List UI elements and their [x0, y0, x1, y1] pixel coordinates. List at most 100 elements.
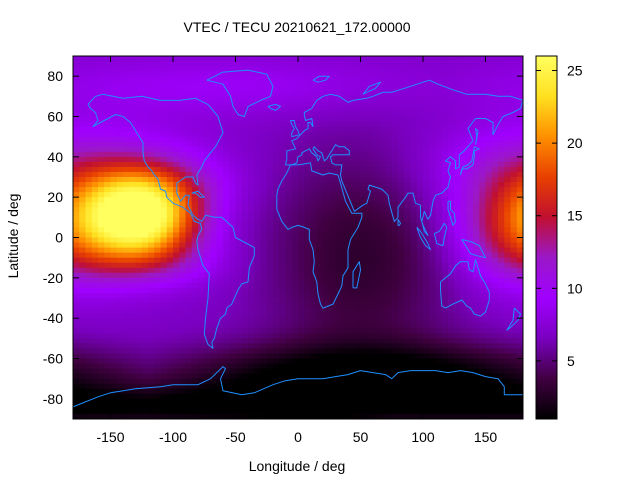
heatmap-cell	[85, 232, 93, 238]
heatmap-cell	[416, 71, 424, 77]
heatmap-cell	[379, 171, 386, 178]
heatmap-cell	[498, 292, 505, 299]
heatmap-cell	[229, 207, 236, 213]
heatmap-cell	[291, 116, 299, 123]
heatmap-cell	[316, 121, 324, 128]
heatmap-cell	[435, 262, 443, 269]
heatmap-cell	[304, 338, 311, 344]
heatmap-cell	[304, 323, 311, 329]
heatmap-cell	[116, 277, 124, 284]
heatmap-cell	[229, 272, 236, 279]
heatmap-cell	[248, 227, 255, 233]
heatmap-cell	[216, 171, 224, 178]
heatmap-cell	[179, 166, 186, 173]
heatmap-cell	[335, 358, 343, 365]
heatmap-cell	[404, 86, 411, 92]
heatmap-cell	[279, 333, 286, 339]
heatmap-cell	[485, 66, 493, 72]
heatmap-cell	[85, 403, 93, 410]
heatmap-cell	[135, 358, 143, 365]
heatmap-cell	[110, 197, 118, 203]
heatmap-cell	[198, 161, 205, 168]
heatmap-cell	[391, 146, 399, 153]
heatmap-cell	[241, 171, 249, 178]
heatmap-cell	[216, 403, 224, 410]
heatmap-cell	[291, 358, 299, 365]
heatmap-cell	[285, 146, 293, 153]
heatmap-cell	[354, 81, 361, 87]
heatmap-cell	[241, 227, 249, 233]
heatmap-cell	[498, 156, 505, 163]
heatmap-cell	[285, 343, 293, 349]
heatmap-cell	[460, 232, 468, 238]
heatmap-cell	[216, 343, 224, 349]
heatmap-cell	[423, 207, 430, 213]
heatmap-cell	[254, 66, 261, 72]
heatmap-cell	[129, 303, 136, 309]
heatmap-cell	[104, 177, 111, 183]
heatmap-cell	[79, 388, 86, 395]
heatmap-cell	[260, 171, 268, 178]
heatmap-cell	[166, 192, 174, 198]
heatmap-cell	[273, 247, 280, 254]
heatmap-cell	[354, 202, 361, 208]
heatmap-cell	[460, 222, 468, 228]
heatmap-cell	[435, 187, 443, 193]
heatmap-cell	[260, 91, 268, 97]
heatmap-cell	[348, 156, 355, 163]
heatmap-cell	[391, 363, 399, 370]
heatmap-cell	[441, 101, 449, 107]
heatmap-cell	[185, 86, 193, 92]
heatmap-cell	[360, 388, 368, 395]
heatmap-cell	[91, 303, 99, 309]
heatmap-cell	[398, 277, 405, 284]
heatmap-cell	[304, 257, 311, 264]
heatmap-cell	[154, 393, 161, 400]
heatmap-cell	[241, 318, 249, 324]
heatmap-cell	[241, 116, 249, 123]
heatmap-cell	[391, 247, 399, 254]
heatmap-cell	[291, 131, 299, 138]
heatmap-cell	[291, 187, 299, 193]
heatmap-cell	[241, 292, 249, 299]
heatmap-cell	[116, 177, 124, 183]
heatmap-cell	[179, 368, 186, 375]
heatmap-cell	[260, 247, 268, 254]
heatmap-cell	[391, 166, 399, 173]
heatmap-cell	[385, 222, 393, 228]
heatmap-cell	[354, 227, 361, 233]
heatmap-cell	[473, 171, 480, 178]
heatmap-cell	[460, 106, 468, 112]
heatmap-cell	[98, 318, 105, 324]
heatmap-cell	[273, 96, 280, 102]
heatmap-cell	[148, 161, 155, 168]
heatmap-cell	[466, 106, 474, 112]
heatmap-cell	[448, 287, 455, 294]
heatmap-cell	[448, 121, 455, 128]
heatmap-cell	[310, 61, 318, 67]
heatmap-cell	[79, 393, 86, 400]
heatmap-cell	[79, 182, 86, 188]
heatmap-cell	[429, 333, 436, 339]
heatmap-cell	[435, 313, 443, 319]
heatmap-cell	[341, 212, 349, 218]
heatmap-cell	[460, 267, 468, 274]
heatmap-cell	[85, 222, 93, 228]
heatmap-cell	[129, 171, 136, 178]
heatmap-cell	[129, 202, 136, 208]
heatmap-cell	[160, 313, 168, 319]
heatmap-cell	[435, 131, 443, 138]
heatmap-cell	[291, 383, 299, 390]
heatmap-cell	[79, 308, 86, 314]
heatmap-cell	[441, 388, 449, 395]
heatmap-cell	[154, 141, 161, 148]
heatmap-cell	[460, 131, 468, 138]
heatmap-cell	[510, 146, 518, 153]
heatmap-cell	[491, 378, 499, 385]
heatmap-cell	[191, 373, 199, 380]
heatmap-cell	[416, 267, 424, 274]
heatmap-cell	[479, 282, 486, 289]
heatmap-cell	[116, 282, 124, 289]
heatmap-cell	[373, 96, 380, 102]
heatmap-cell	[379, 207, 386, 213]
